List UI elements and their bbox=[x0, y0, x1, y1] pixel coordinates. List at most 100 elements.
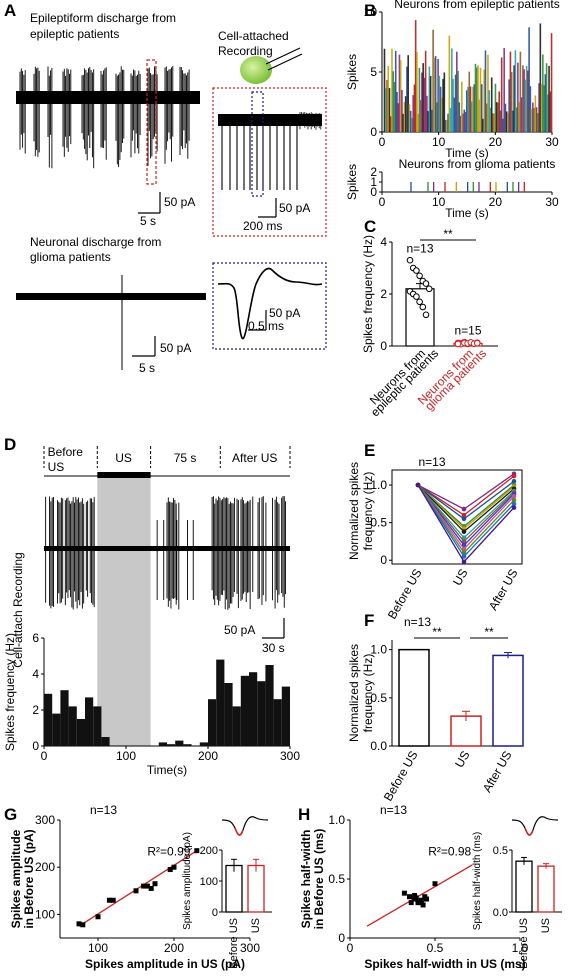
spike-count-bar bbox=[512, 182, 514, 192]
spike-count-bar bbox=[427, 111, 429, 132]
data-point bbox=[144, 883, 150, 889]
scale-glioma-time: 5 s bbox=[139, 361, 155, 375]
series-point bbox=[511, 478, 517, 484]
spike-count-bar bbox=[502, 118, 504, 132]
scale-bar-d bbox=[262, 618, 285, 639]
scale-zoom1-amp: 50 pA bbox=[279, 201, 310, 215]
chart-g-inset: 0 100 200 Spikes amplitude (pA) Before US US bbox=[182, 816, 272, 969]
spike-count-bar bbox=[444, 182, 446, 192]
data-point bbox=[422, 280, 430, 287]
data-point bbox=[416, 298, 423, 306]
spike-count-bar bbox=[454, 74, 457, 132]
spike-count-bar bbox=[439, 86, 442, 132]
y-tick-label: 0.5 bbox=[328, 872, 345, 886]
data-point bbox=[422, 894, 428, 900]
zoom-box-blue-small bbox=[251, 91, 264, 197]
y-tick-label: 0.0 bbox=[370, 739, 387, 753]
spike-count-bar bbox=[410, 182, 412, 192]
data-point bbox=[417, 900, 423, 906]
y-tick-label: 10 bbox=[364, 5, 378, 19]
bar bbox=[515, 860, 533, 913]
spike-count-bar bbox=[548, 65, 550, 132]
series-point bbox=[461, 554, 467, 559]
spike-count-bar bbox=[467, 86, 469, 132]
x-category-label: US bbox=[250, 918, 262, 933]
x-tick-label: 20 bbox=[489, 195, 503, 209]
x-tick-label: 0 bbox=[379, 195, 386, 209]
spike-count-bar bbox=[495, 102, 498, 132]
spike-count-bar bbox=[387, 65, 390, 132]
y-tick-label: 0.5 bbox=[370, 516, 387, 530]
spike-count-bar bbox=[473, 84, 476, 132]
spike-count-bar bbox=[411, 117, 413, 132]
panel-d-letter: D bbox=[4, 435, 16, 454]
y-axis-label: Spikes frequency (Hz) bbox=[3, 633, 17, 751]
y-tick-label: 0 bbox=[370, 185, 377, 199]
spike-count-bar bbox=[408, 103, 411, 132]
spike-count-bar bbox=[545, 63, 548, 133]
spike-count-bar bbox=[478, 99, 481, 132]
chart-title: Neurons from glioma patients bbox=[399, 157, 556, 171]
spike-count-bar bbox=[443, 72, 446, 132]
data-point bbox=[133, 888, 139, 894]
y-tick-label: 1.0 bbox=[328, 813, 345, 827]
spike-count-bar bbox=[519, 51, 522, 132]
data-point bbox=[473, 339, 481, 347]
series-point bbox=[511, 497, 517, 503]
rate-bar bbox=[216, 659, 225, 746]
chart-title: n=13 bbox=[380, 803, 407, 817]
pipette-icon bbox=[265, 47, 303, 71]
spike-count-bar bbox=[462, 113, 464, 132]
spike-count-bar bbox=[549, 91, 552, 132]
series-point bbox=[461, 506, 467, 512]
rate-bar bbox=[68, 706, 77, 746]
spike-count-bar bbox=[428, 66, 431, 132]
scale-d-amp: 50 pA bbox=[224, 623, 255, 637]
spike-count-bar bbox=[483, 69, 486, 132]
data-point bbox=[152, 881, 158, 887]
spike-count-bar bbox=[384, 88, 387, 132]
scale-glioma-amp: 50 pA bbox=[160, 341, 191, 355]
spike-count-bar bbox=[518, 182, 520, 192]
bar bbox=[398, 648, 430, 747]
scale-bar-zoom1 bbox=[258, 198, 277, 218]
spike-count-bar bbox=[472, 182, 474, 192]
y-tick-label: 0.0 bbox=[493, 907, 508, 919]
rate-bar bbox=[232, 706, 241, 746]
chart-g-scatter: n=13 100 200 300 100 200 300 Spikes amplitude i… bbox=[9, 803, 260, 971]
y-tick-label: 1.0 bbox=[370, 643, 387, 657]
series-point bbox=[461, 539, 467, 544]
zoom-box-red-small bbox=[146, 59, 157, 185]
x-tick-label: 30 bbox=[545, 135, 559, 149]
x-category-label: After US bbox=[486, 567, 521, 613]
y-tick-label: 5 bbox=[370, 65, 377, 79]
spike-count-bar bbox=[392, 71, 395, 132]
spike-count-bar bbox=[467, 182, 469, 192]
spike-count-bar bbox=[457, 70, 459, 132]
data-point bbox=[425, 285, 433, 293]
data-point bbox=[141, 883, 147, 889]
phase-label: Before bbox=[48, 445, 84, 459]
spike-count-bar bbox=[520, 97, 523, 132]
rate-bar bbox=[167, 744, 176, 746]
spike-count-bar bbox=[494, 83, 497, 132]
y-tick-label: 0.5 bbox=[493, 845, 508, 857]
data-point bbox=[95, 914, 101, 920]
x-tick-label: 0.5 bbox=[427, 941, 444, 955]
spike-count-bar bbox=[524, 79, 527, 132]
panel-a: A Epileptiform discharge from epileptic … bbox=[4, 1, 327, 375]
spike-count-bar bbox=[394, 50, 397, 133]
y-tick-label: 4 bbox=[32, 667, 39, 681]
spike-count-bar bbox=[398, 54, 401, 132]
glioma-trace bbox=[16, 275, 206, 370]
series-point bbox=[415, 482, 421, 488]
rate-bar bbox=[52, 713, 61, 746]
rate-bar bbox=[85, 697, 94, 746]
panel-g-letter: G bbox=[4, 805, 17, 824]
spike-count-bar bbox=[550, 33, 553, 133]
x-tick-label: 1.0 bbox=[512, 941, 529, 955]
zoomed-burst-trace bbox=[218, 112, 322, 190]
